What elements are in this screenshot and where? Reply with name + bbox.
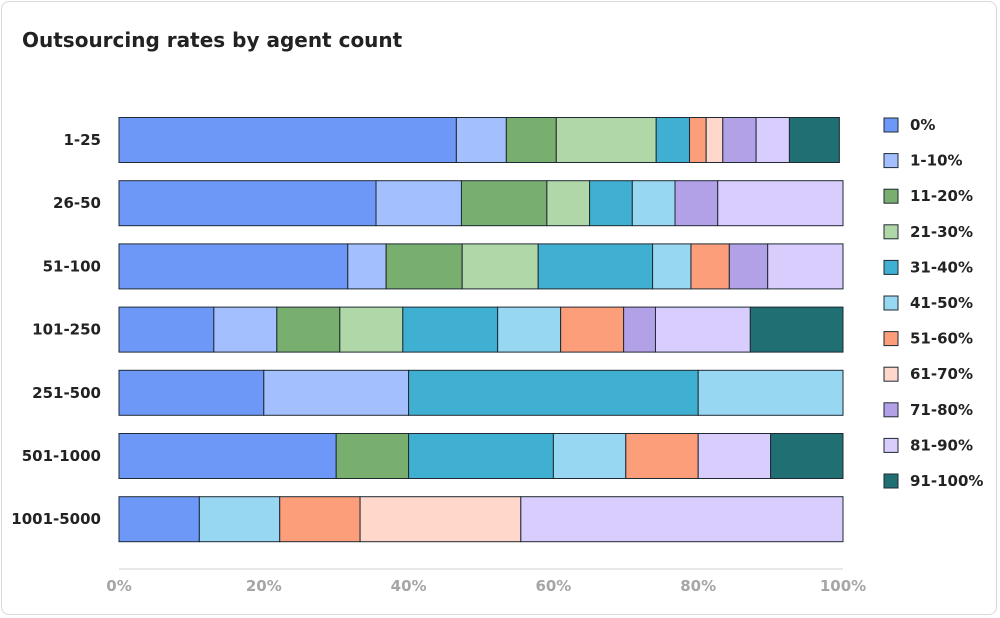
legend-label: 21-30% [910,223,973,241]
legend-label: 81-90% [910,436,973,454]
bar-segment-26-50-81-90% [717,180,844,227]
category-label: 1001-5000 [11,510,101,528]
legend-swatch [883,402,899,418]
bar-segment-51-100-21-30% [461,243,539,290]
legend-label: 61-70% [910,365,973,383]
legend-label: 31-40% [910,258,973,276]
bar-segment-501-1000-31-40% [408,433,554,479]
bar-segment-51-100-41-50% [652,243,692,290]
bar-segment-26-50-41-50% [631,180,676,227]
bar-segment-26-50-11-20% [460,180,548,227]
legend-label: 11-20% [910,187,973,205]
legend-swatch [883,295,899,311]
legend-swatch [883,366,899,382]
x-tick-labels: 0% 20% 40% 60% 80% 100% [106,577,866,595]
bar-segment-101-250-31-40% [402,306,499,353]
bar-segment-26-50-71-80% [674,180,719,227]
category-label: 51-100 [43,257,101,275]
bar-segment-1001-5000-41-50% [198,496,281,543]
x-tick-label: 60% [535,577,571,595]
chart-title: Outsourcing rates by agent count [22,28,403,52]
category-label: 26-50 [53,194,101,212]
bar-segment-501-1000-41-50% [552,433,627,479]
legend-swatch [883,259,899,275]
bar-segment-1-25-11-20% [505,117,557,163]
bar-segment-51-100-71-80% [728,243,769,290]
x-tick-label: 100% [820,577,866,595]
bar-segment-1001-5000-51-60% [279,496,361,543]
bar-segment-51-100-1-10% [347,243,387,290]
bar-segment-51-100-11-20% [385,243,463,290]
x-tick-label: 80% [680,577,716,595]
legend-label: 41-50% [910,294,973,312]
x-tick-label: 40% [391,577,427,595]
bar-segment-1-25-71-80% [722,117,757,163]
bar-segment-251-500-31-40% [408,369,699,416]
legend-swatch [883,437,899,453]
bar-segment-1-25-31-40% [655,117,691,163]
bar-segment-101-250-81-90% [654,306,751,353]
legend-swatch [883,188,899,204]
bars-layer [118,117,844,543]
category-label: 101-250 [32,321,101,339]
legend-label: 0% [910,116,935,134]
bar-segment-501-1000-91-100% [770,433,844,479]
legend-swatch [883,331,899,347]
bar-segment-51-100-31-40% [537,243,654,290]
legend-swatch [883,153,899,169]
legend-label: 51-60% [910,330,973,348]
bar-segment-101-250-21-30% [339,306,404,353]
legend-swatch [883,117,899,133]
legend-label: 71-80% [910,401,973,419]
legend-label: 91-100% [910,472,983,490]
category-label: 251-500 [32,384,101,402]
bar-segment-26-50-0% [118,180,377,227]
legend: 0% 1-10% 11-20% 21-30% 31-40% 41-50% 51-60% 61-… [883,116,983,490]
bar-segment-1-25-0% [118,117,457,163]
bar-segment-1001-5000-81-90% [520,496,844,543]
bar-segment-251-500-41-50% [697,369,844,416]
bar-segment-101-250-11-20% [276,306,341,353]
bar-segment-101-250-51-60% [560,306,625,353]
bar-segment-1-25-61-70% [705,117,724,163]
x-tick-label: 0% [106,577,131,595]
bar-segment-251-500-1-10% [263,369,410,416]
bar-segment-26-50-1-10% [375,180,462,227]
bar-segment-51-100-51-60% [690,243,730,290]
bar-segment-51-100-81-90% [767,243,844,290]
bar-segment-1-25-21-30% [555,117,657,163]
x-tick-label: 20% [246,577,282,595]
bar-segment-501-1000-51-60% [625,433,699,479]
bar-segment-101-250-91-100% [749,306,844,353]
bar-segment-101-250-41-50% [497,306,562,353]
bar-segment-1001-5000-61-70% [359,496,522,543]
bar-segment-1001-5000-0% [118,496,200,543]
bar-segment-1-25-51-60% [689,117,707,163]
category-label: 1-25 [63,131,101,149]
bar-segment-26-50-21-30% [546,180,591,227]
bar-segment-251-500-0% [118,369,265,416]
legend-label: 1-10% [910,152,963,170]
category-label: 501-1000 [22,447,101,465]
bar-segment-101-250-71-80% [623,306,656,353]
bar-segment-1-25-81-90% [755,117,790,163]
bar-segment-101-250-1-10% [213,306,278,353]
bar-segment-51-100-0% [118,243,349,290]
legend-swatch [883,224,899,240]
bar-segment-1-25-1-10% [455,117,507,163]
bar-segment-101-250-0% [118,306,215,353]
legend-swatch [883,473,899,489]
bar-segment-501-1000-81-90% [697,433,772,479]
bar-segment-1-25-91-100% [788,117,840,163]
bar-segment-26-50-31-40% [589,180,633,227]
bar-segment-501-1000-11-20% [335,433,410,479]
bar-segment-501-1000-0% [118,433,337,479]
category-labels: 1-25 26-50 51-100 101-250 251-500 501-1000 100… [11,131,101,528]
